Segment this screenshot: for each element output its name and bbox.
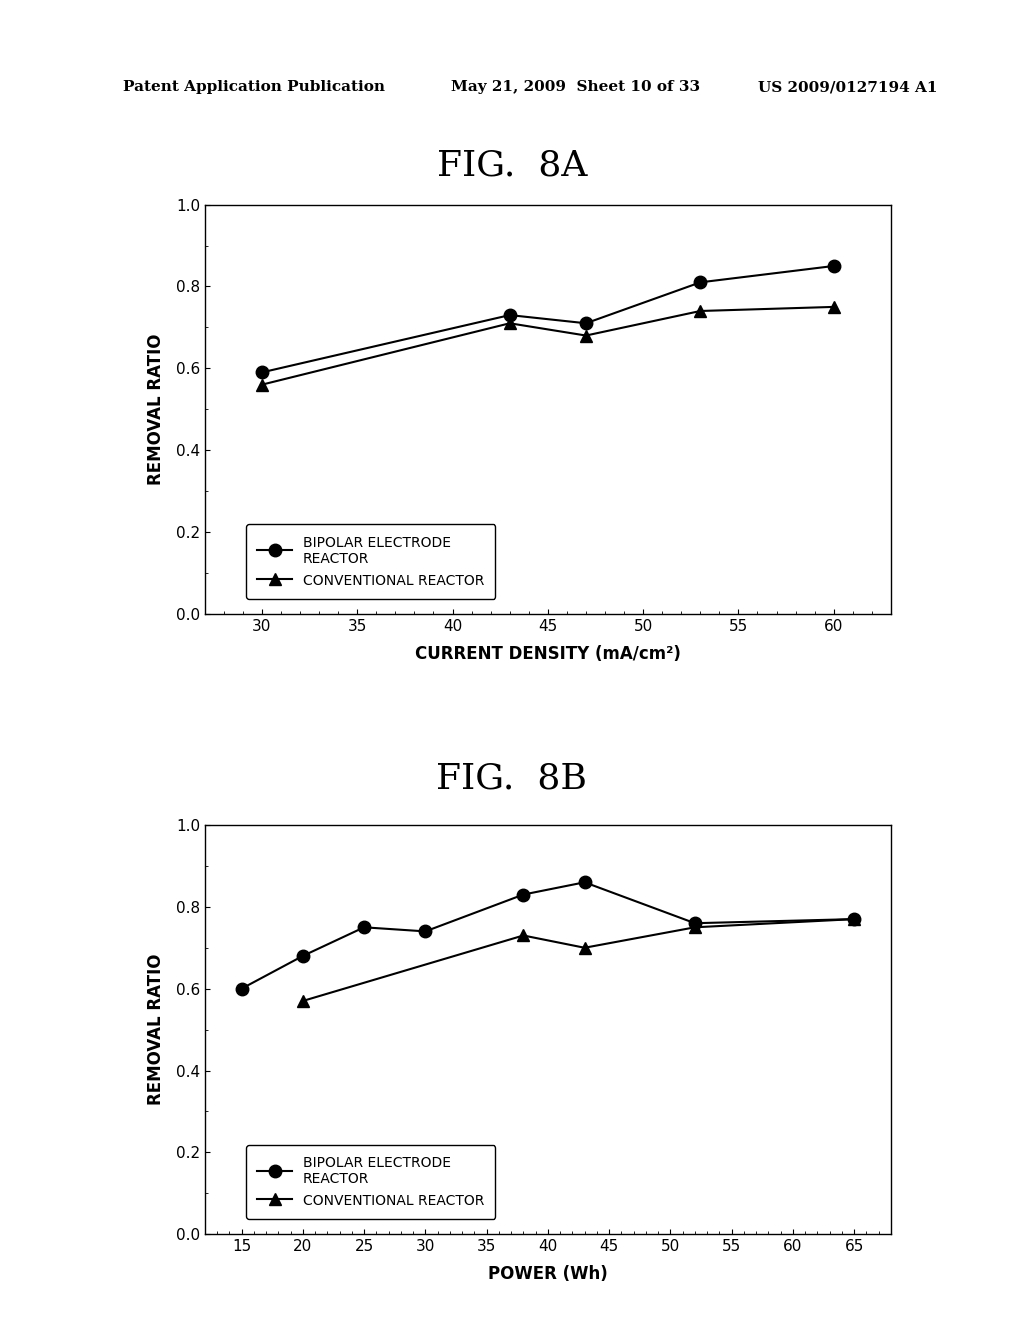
BIPOLAR ELECTRODE
REACTOR [517,887,529,903]
CONVENTIONAL REACTOR [580,327,592,343]
BIPOLAR ELECTRODE
REACTOR [579,874,591,890]
Y-axis label: REMOVAL RATIO: REMOVAL RATIO [146,334,165,484]
Legend: BIPOLAR ELECTRODE
REACTOR, CONVENTIONAL REACTOR: BIPOLAR ELECTRODE REACTOR, CONVENTIONAL … [246,524,496,599]
X-axis label: CURRENT DENSITY (mA/cm²): CURRENT DENSITY (mA/cm²) [415,644,681,663]
CONVENTIONAL REACTOR [504,315,516,331]
Legend: BIPOLAR ELECTRODE
REACTOR, CONVENTIONAL REACTOR: BIPOLAR ELECTRODE REACTOR, CONVENTIONAL … [246,1144,496,1220]
Line: BIPOLAR ELECTRODE
REACTOR: BIPOLAR ELECTRODE REACTOR [256,260,840,379]
BIPOLAR ELECTRODE
REACTOR [827,259,840,275]
CONVENTIONAL REACTOR [827,300,840,315]
BIPOLAR ELECTRODE
REACTOR [256,364,268,380]
Text: FIG.  8A: FIG. 8A [437,148,587,182]
CONVENTIONAL REACTOR [256,376,268,392]
BIPOLAR ELECTRODE
REACTOR [848,911,860,927]
X-axis label: POWER (Wh): POWER (Wh) [488,1265,607,1283]
BIPOLAR ELECTRODE
REACTOR [297,948,309,964]
BIPOLAR ELECTRODE
REACTOR [358,919,371,935]
BIPOLAR ELECTRODE
REACTOR [580,315,592,331]
CONVENTIONAL REACTOR [689,919,701,935]
Y-axis label: REMOVAL RATIO: REMOVAL RATIO [146,954,165,1105]
Text: Patent Application Publication: Patent Application Publication [123,81,385,94]
Line: CONVENTIONAL REACTOR: CONVENTIONAL REACTOR [256,301,840,391]
BIPOLAR ELECTRODE
REACTOR [504,308,516,323]
Line: CONVENTIONAL REACTOR: CONVENTIONAL REACTOR [297,913,860,1007]
Text: US 2009/0127194 A1: US 2009/0127194 A1 [758,81,937,94]
CONVENTIONAL REACTOR [694,304,707,319]
BIPOLAR ELECTRODE
REACTOR [694,275,707,290]
CONVENTIONAL REACTOR [848,911,860,927]
BIPOLAR ELECTRODE
REACTOR [689,915,701,931]
Line: BIPOLAR ELECTRODE
REACTOR: BIPOLAR ELECTRODE REACTOR [236,876,860,995]
CONVENTIONAL REACTOR [297,993,309,1008]
Text: May 21, 2009  Sheet 10 of 33: May 21, 2009 Sheet 10 of 33 [451,81,699,94]
BIPOLAR ELECTRODE
REACTOR [419,924,431,940]
BIPOLAR ELECTRODE
REACTOR [236,981,248,997]
CONVENTIONAL REACTOR [579,940,591,956]
CONVENTIONAL REACTOR [517,928,529,944]
Text: FIG.  8B: FIG. 8B [436,762,588,796]
